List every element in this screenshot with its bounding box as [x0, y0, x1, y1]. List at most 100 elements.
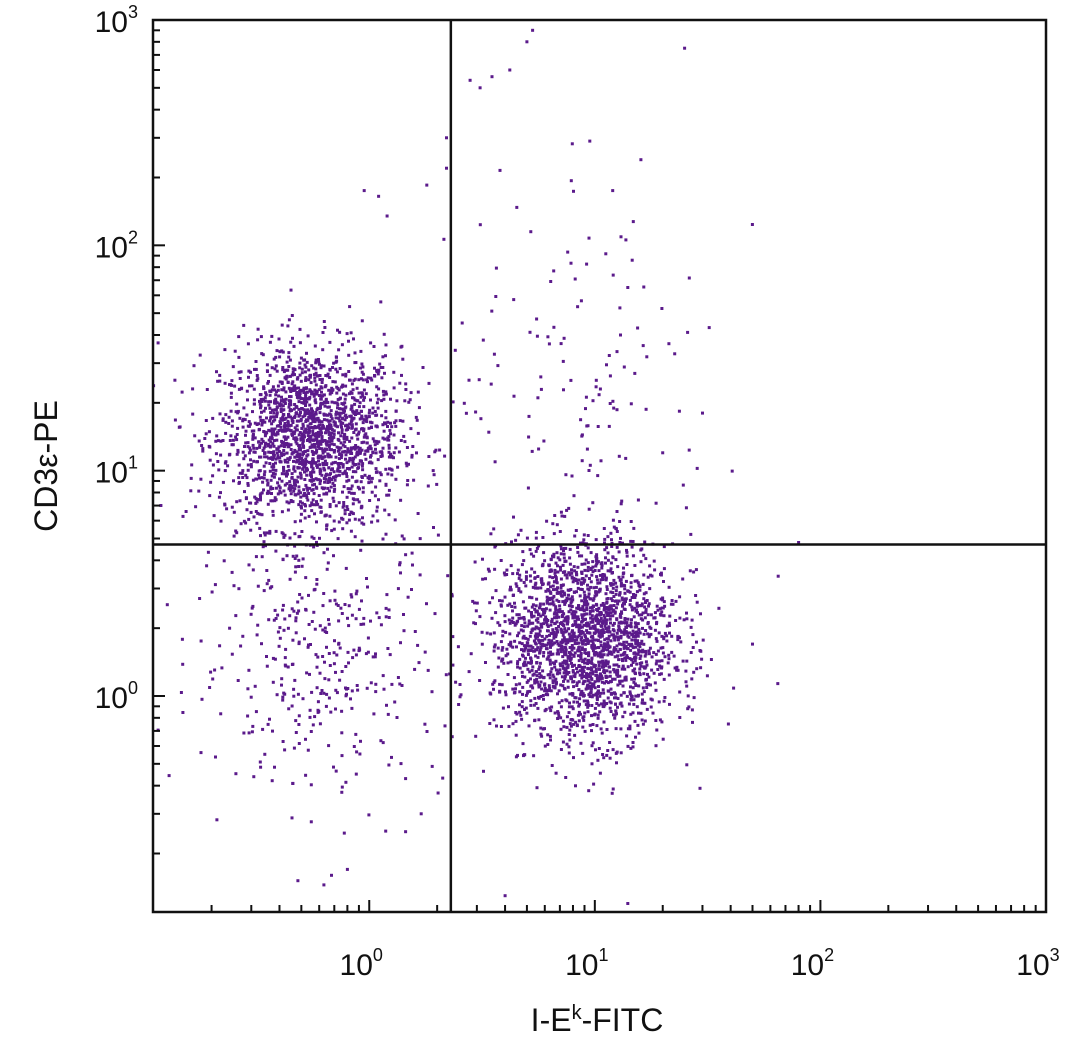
- data-point: [347, 661, 350, 665]
- data-point: [251, 604, 255, 608]
- data-point: [604, 578, 608, 582]
- data-point: [371, 437, 375, 441]
- data-point: [335, 445, 339, 449]
- data-point: [272, 439, 276, 442]
- data-point: [318, 722, 322, 726]
- data-point: [329, 485, 333, 489]
- data-point: [278, 626, 282, 630]
- data-point: [290, 387, 294, 391]
- data-point: [385, 593, 389, 597]
- data-point: [593, 712, 597, 716]
- x-tick-label: 102: [791, 945, 834, 982]
- data-point: [340, 754, 344, 758]
- data-point: [555, 681, 558, 685]
- data-point: [377, 369, 381, 373]
- data-point: [197, 489, 201, 493]
- data-point: [315, 448, 319, 452]
- data-point: [276, 388, 280, 392]
- data-point: [271, 656, 275, 660]
- data-point: [672, 654, 676, 658]
- data-point: [271, 513, 275, 517]
- data-point: [211, 677, 215, 681]
- data-point: [593, 706, 597, 710]
- data-point: [284, 416, 288, 420]
- data-point: [267, 618, 271, 622]
- data-point: [558, 671, 562, 675]
- data-point: [306, 645, 310, 649]
- data-point: [317, 459, 320, 463]
- data-point: [330, 478, 334, 482]
- data-point: [559, 627, 563, 631]
- data-point: [637, 731, 641, 735]
- data-point: [343, 406, 347, 410]
- data-point: [361, 378, 365, 382]
- data-point: [642, 632, 646, 636]
- data-point: [612, 650, 616, 654]
- data-point: [282, 444, 286, 448]
- data-point: [564, 650, 568, 654]
- data-point: [529, 552, 533, 556]
- data-point: [358, 446, 362, 450]
- data-point: [228, 626, 232, 630]
- data-point: [605, 728, 609, 731]
- data-point: [372, 345, 376, 348]
- data-point: [296, 376, 300, 380]
- data-point: [615, 663, 619, 667]
- data-point: [325, 418, 329, 422]
- data-point: [540, 675, 543, 679]
- data-point: [288, 388, 292, 392]
- data-point: [281, 415, 285, 419]
- data-point: [606, 641, 610, 645]
- data-point: [432, 473, 436, 477]
- data-point: [293, 532, 297, 536]
- data-point: [258, 455, 261, 459]
- data-point: [521, 674, 524, 678]
- data-point: [310, 411, 314, 415]
- data-point: [413, 630, 417, 633]
- data-point: [252, 402, 256, 406]
- data-point: [287, 707, 291, 711]
- data-point: [569, 652, 573, 656]
- data-point: [634, 672, 637, 676]
- data-point: [375, 393, 379, 397]
- data-point: [573, 615, 577, 619]
- data-point: [411, 445, 415, 448]
- data-point: [340, 612, 344, 615]
- data-point: [477, 378, 481, 382]
- data-point: [558, 662, 562, 666]
- data-point: [662, 580, 665, 583]
- data-point: [603, 671, 607, 675]
- data-point: [571, 669, 575, 672]
- data-point: [584, 574, 588, 578]
- data-point: [258, 402, 262, 406]
- data-point: [242, 406, 246, 410]
- data-point: [311, 432, 315, 435]
- data-point: [585, 424, 589, 428]
- data-point: [389, 432, 392, 436]
- data-point: [270, 779, 274, 783]
- data-point: [533, 641, 537, 645]
- data-point: [221, 418, 225, 422]
- data-point: [211, 463, 215, 467]
- data-point: [337, 465, 341, 469]
- data-point: [643, 605, 647, 609]
- data-point: [353, 447, 357, 451]
- data-point: [569, 724, 573, 728]
- data-point: [549, 650, 552, 654]
- data-point: [542, 608, 546, 611]
- data-point: [565, 596, 569, 600]
- data-point: [252, 429, 256, 433]
- data-point: [570, 645, 574, 649]
- data-point: [586, 710, 590, 714]
- data-point: [330, 439, 334, 443]
- data-point: [299, 461, 303, 465]
- data-point: [319, 364, 323, 368]
- data-point: [258, 415, 262, 419]
- data-point: [590, 729, 593, 733]
- data-point: [300, 435, 304, 439]
- data-point: [303, 450, 307, 454]
- data-point: [300, 407, 304, 411]
- data-point: [361, 516, 364, 520]
- data-point: [583, 651, 587, 655]
- data-point: [354, 617, 358, 621]
